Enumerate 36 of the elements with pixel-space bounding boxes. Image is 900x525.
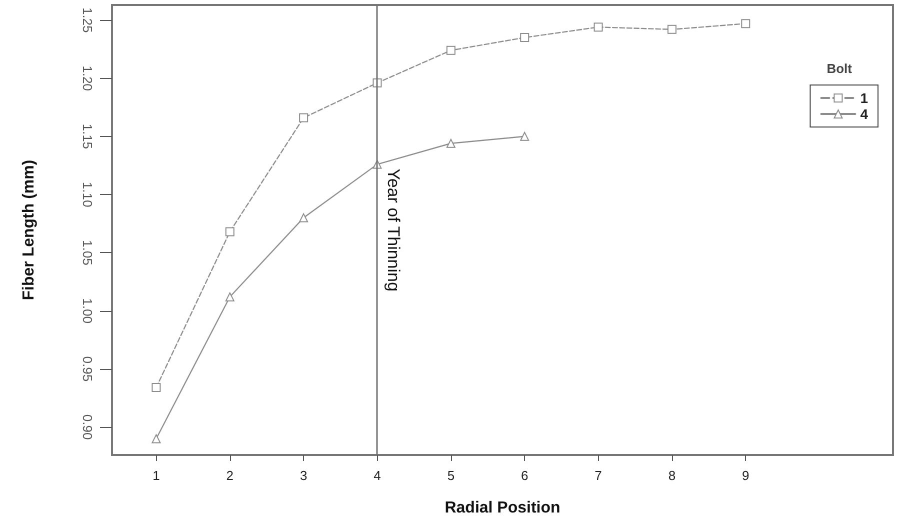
x-tick-label: 3 bbox=[300, 468, 308, 483]
x-tick-label: 8 bbox=[668, 468, 676, 483]
y-tick-label: 1.20 bbox=[80, 66, 95, 91]
point bbox=[225, 292, 234, 302]
point bbox=[520, 132, 530, 141]
legend-label: 1 bbox=[860, 90, 868, 106]
point bbox=[152, 383, 161, 392]
point bbox=[594, 22, 603, 32]
y-tick-label: 1.15 bbox=[80, 124, 95, 150]
point bbox=[225, 227, 234, 236]
x-axis-title: Radial Position bbox=[444, 500, 560, 516]
ref-line-label: Year of Thinning bbox=[384, 168, 404, 292]
point bbox=[299, 213, 308, 222]
x-tick-label: 1 bbox=[152, 468, 160, 483]
x-tick-label: 9 bbox=[742, 468, 750, 483]
y-tick-label: 1.10 bbox=[80, 182, 95, 208]
y-tick-label: 1.05 bbox=[80, 240, 95, 266]
point bbox=[446, 138, 456, 148]
point bbox=[446, 46, 456, 55]
legend-title: Bolt bbox=[826, 61, 853, 76]
legend-label: 4 bbox=[860, 106, 868, 122]
point bbox=[741, 19, 750, 28]
point bbox=[520, 33, 530, 42]
x-tick-label: 2 bbox=[226, 468, 234, 483]
x-tick-label: 5 bbox=[447, 468, 455, 483]
y-tick-label: 1.00 bbox=[80, 298, 95, 324]
x-tick-label: 7 bbox=[594, 468, 602, 483]
y-tick-label: 0.95 bbox=[80, 356, 95, 382]
point bbox=[152, 434, 161, 444]
y-axis-title: Fiber Length (mm) bbox=[20, 160, 38, 300]
point bbox=[299, 113, 308, 122]
point bbox=[667, 24, 676, 34]
x-tick-label: 4 bbox=[374, 468, 381, 483]
y-tick-label: 0.90 bbox=[80, 414, 95, 440]
x-tick-label: 6 bbox=[520, 468, 528, 483]
y-tick-label: 1.25 bbox=[80, 7, 95, 33]
